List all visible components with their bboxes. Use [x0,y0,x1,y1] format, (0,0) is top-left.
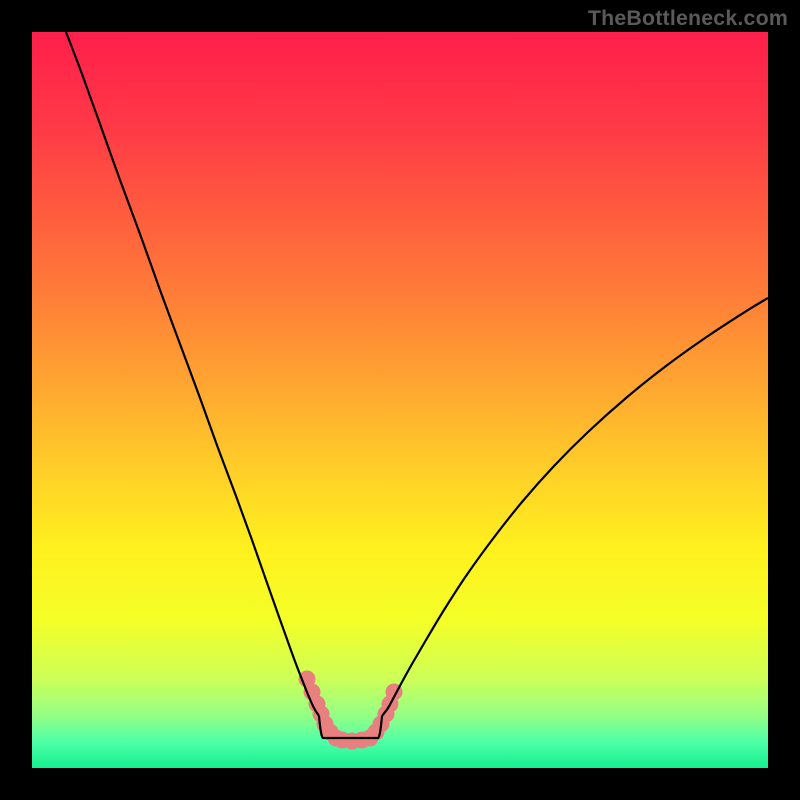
chart-frame: TheBottleneck.com [0,0,800,800]
curve-left [66,32,319,716]
curve-layer [32,32,768,768]
curve-right [382,298,768,716]
plot-area [32,32,768,768]
attribution-text: TheBottleneck.com [588,6,788,31]
